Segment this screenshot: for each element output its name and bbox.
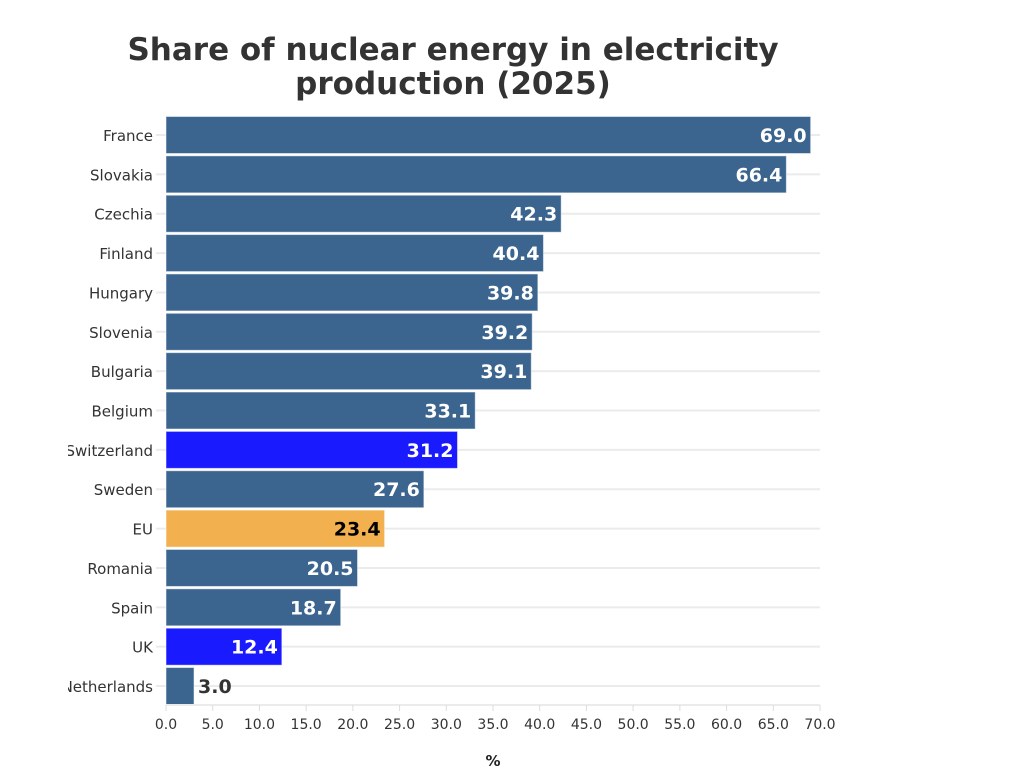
category-label: Finland (99, 245, 153, 263)
chart-title-line-2: production (2025) (295, 66, 611, 102)
bar-spain[interactable] (165, 588, 342, 627)
category-label: Slovenia (89, 324, 153, 342)
bar-netherlands[interactable] (165, 667, 195, 706)
x-tick-label: 5.0 (202, 717, 224, 733)
x-tick-label: 20.0 (337, 717, 368, 733)
bar-sweden[interactable] (165, 470, 425, 509)
bar-eu[interactable] (165, 509, 386, 548)
chart-title-line-1: Share of nuclear energy in electricity (127, 32, 778, 68)
x-tick-label: 70.0 (804, 717, 835, 733)
category-label: Belgium (92, 403, 154, 421)
x-tick-label: 30.0 (431, 717, 462, 733)
data-label: 23.4 (334, 519, 381, 541)
category-label: Slovakia (90, 166, 153, 184)
bar-bulgaria[interactable] (165, 352, 532, 391)
bar-slovenia[interactable] (165, 312, 533, 351)
bar-slovakia[interactable] (165, 155, 787, 194)
category-label: Netherlands (62, 678, 154, 696)
bar-czechia[interactable] (165, 194, 562, 233)
bar-finland[interactable] (165, 234, 544, 273)
x-tick-label: 40.0 (524, 717, 555, 733)
x-tick-label: 0.0 (155, 717, 177, 733)
x-tick-label: 15.0 (291, 717, 322, 733)
data-label: 40.4 (493, 243, 540, 265)
bar-belgium[interactable] (165, 391, 476, 430)
data-label: 33.1 (424, 401, 471, 423)
x-tick-label: 55.0 (664, 717, 695, 733)
x-tick-label: 25.0 (384, 717, 415, 733)
x-tick-label: 35.0 (477, 717, 508, 733)
data-label: 39.8 (487, 282, 534, 304)
x-tick-label: 65.0 (758, 717, 789, 733)
data-label: 27.6 (373, 479, 420, 501)
category-label: UK (132, 639, 154, 657)
x-tick-label: 45.0 (571, 717, 602, 733)
bar-romania[interactable] (165, 548, 359, 587)
category-label: Spain (111, 599, 153, 617)
category-label: Hungary (89, 284, 153, 302)
data-label: 20.5 (307, 558, 354, 580)
data-label: 66.4 (735, 164, 782, 186)
data-label: 69.0 (760, 125, 807, 147)
category-label: Romania (87, 560, 153, 578)
category-label: Czechia (94, 206, 153, 224)
data-label: 31.2 (407, 440, 454, 462)
category-label: France (103, 127, 153, 145)
data-label: 18.7 (290, 597, 337, 619)
bar-switzerland[interactable] (165, 430, 458, 469)
x-axis-label: % (485, 752, 500, 770)
data-label: 39.2 (481, 322, 528, 344)
data-label: 12.4 (231, 637, 278, 659)
category-label: Sweden (94, 481, 153, 499)
bar-hungary[interactable] (165, 273, 539, 312)
category-label: Bulgaria (91, 363, 153, 381)
bar-france[interactable] (165, 116, 812, 154)
data-label: 42.3 (510, 204, 557, 226)
category-label: Switzerland (66, 442, 154, 460)
x-tick-label: 60.0 (711, 717, 742, 733)
category-label: EU (133, 521, 153, 539)
x-tick-label: 10.0 (244, 717, 275, 733)
x-tick-label: 50.0 (618, 717, 649, 733)
data-label: 3.0 (198, 676, 232, 698)
bar-uk[interactable] (165, 627, 283, 666)
data-label: 39.1 (480, 361, 527, 383)
